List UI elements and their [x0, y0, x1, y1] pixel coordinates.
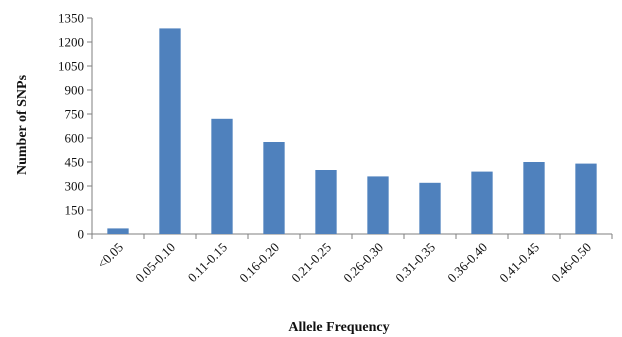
bar	[263, 142, 285, 234]
bar	[107, 228, 129, 234]
x-axis: <0.05 0.05-0.10 0.11-0.15 0.16-0.20 0.21-0.2…	[91, 233, 613, 286]
x-tick-label: 0.26-0.30	[340, 240, 386, 286]
x-axis-title: Allele Frequency	[288, 320, 389, 335]
y-tick-label: 750	[65, 107, 85, 122]
x-tick-label: <0.05	[94, 240, 126, 272]
bar	[315, 170, 337, 234]
bar	[211, 118, 233, 234]
bars	[107, 28, 597, 235]
y-axis-title: Number of SNPs	[15, 74, 30, 175]
y-tick-label: 1350	[58, 11, 84, 26]
bar	[575, 163, 597, 234]
x-tick-label: 0.16-0.20	[236, 240, 282, 286]
bar	[159, 28, 181, 235]
y-tick-label: 450	[65, 155, 85, 170]
y-tick-label: 600	[65, 131, 85, 146]
y-tick-label: 900	[65, 83, 85, 98]
bar	[419, 182, 441, 234]
y-axis: 0 150 300 450 600 750 900 1050 1200 1350	[58, 11, 93, 242]
x-tick-label: 0.46-0.50	[548, 240, 594, 286]
y-tick-label: 1050	[58, 59, 84, 74]
y-tick-label: 150	[65, 203, 85, 218]
y-tick-label: 1200	[58, 35, 84, 50]
x-tick-label: 0.31-0.35	[392, 240, 438, 286]
x-tick-label: 0.05-0.10	[132, 240, 178, 286]
bar	[523, 162, 545, 234]
bar	[471, 171, 493, 234]
x-tick-label: 0.41-0.45	[496, 240, 542, 286]
y-tick-label: 300	[65, 179, 85, 194]
x-tick-label: 0.11-0.15	[185, 240, 231, 286]
bar	[367, 176, 389, 234]
x-tick-label: 0.21-0.25	[288, 240, 334, 286]
x-tick-label: 0.36-0.40	[444, 240, 490, 286]
y-tick-label: 0	[78, 227, 85, 242]
